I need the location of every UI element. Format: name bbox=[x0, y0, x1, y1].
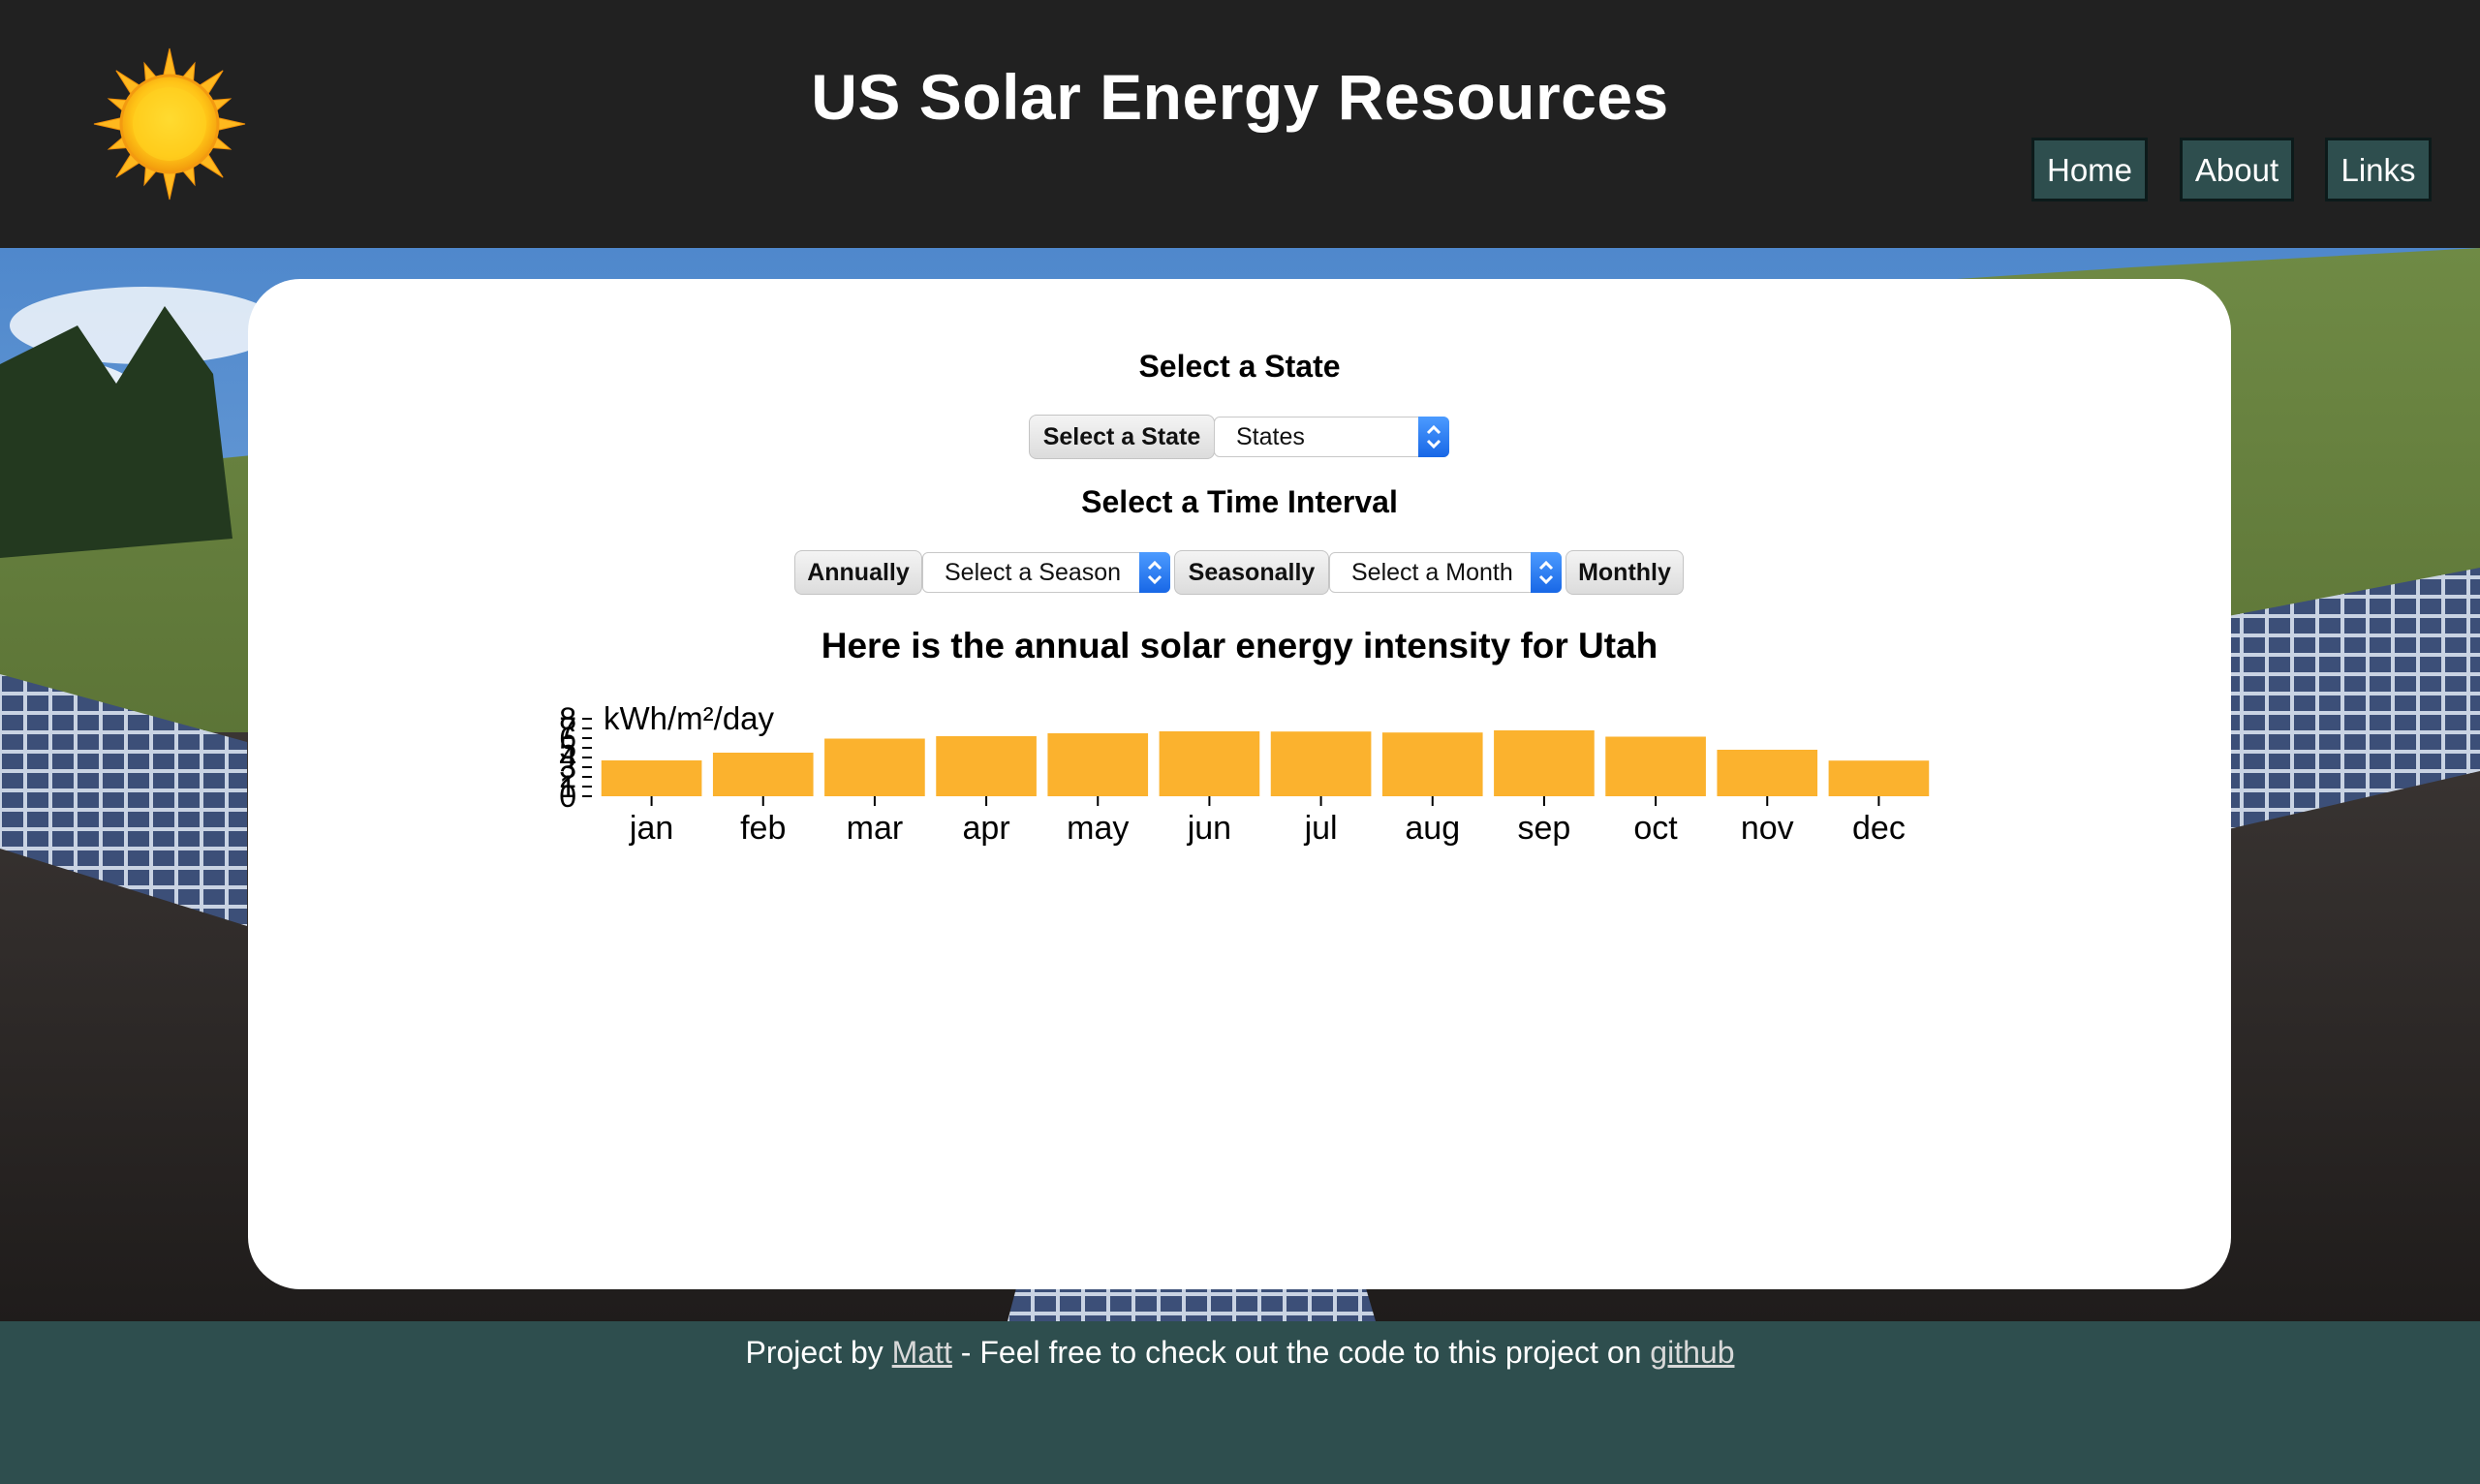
footer-prefix: Project by bbox=[746, 1335, 892, 1370]
select-state-button[interactable]: Select a State bbox=[1029, 415, 1215, 459]
chart-title: Here is the annual solar energy intensit… bbox=[248, 626, 2231, 666]
x-axis-tick-label: feb bbox=[740, 810, 786, 847]
bar-nov bbox=[1717, 750, 1817, 796]
seasonally-button[interactable]: Seasonally bbox=[1174, 550, 1329, 595]
bar-may bbox=[1047, 733, 1148, 796]
bar-apr bbox=[936, 736, 1037, 796]
nav-links-button[interactable]: Links bbox=[2325, 138, 2432, 201]
season-select-value: Select a Season bbox=[945, 559, 1121, 586]
x-axis-tick-label: aug bbox=[1405, 810, 1460, 847]
bar-jul bbox=[1271, 731, 1372, 796]
x-axis-tick-label: oct bbox=[1633, 810, 1678, 847]
bar-mar bbox=[824, 739, 925, 797]
nav-home-button[interactable]: Home bbox=[2031, 138, 2148, 201]
x-axis-tick-label: jan bbox=[629, 810, 673, 847]
bar-jun bbox=[1160, 731, 1260, 796]
bar-aug bbox=[1382, 732, 1483, 796]
annually-button[interactable]: Annually bbox=[794, 550, 922, 595]
state-select-value: States bbox=[1236, 423, 1305, 450]
x-axis-tick-label: jul bbox=[1304, 810, 1338, 847]
state-section-heading: Select a State bbox=[248, 349, 2231, 385]
x-axis-tick-label: apr bbox=[963, 810, 1010, 847]
author-link[interactable]: Matt bbox=[892, 1335, 952, 1370]
interval-section-heading: Select a Time Interval bbox=[248, 484, 2231, 520]
y-axis-tick-label: 8 bbox=[559, 701, 576, 736]
y-axis-label: kWh/m²/day bbox=[604, 700, 775, 736]
select-arrows-icon bbox=[1531, 552, 1562, 593]
x-axis-tick-label: nov bbox=[1741, 810, 1794, 847]
month-select[interactable]: Select a Month bbox=[1329, 552, 1562, 593]
x-axis-tick-label: dec bbox=[1852, 810, 1906, 847]
bar-oct bbox=[1605, 737, 1706, 797]
select-arrows-icon bbox=[1139, 552, 1170, 593]
state-select[interactable]: States bbox=[1214, 417, 1449, 457]
x-axis-tick-label: jun bbox=[1187, 810, 1231, 847]
x-axis-tick-label: may bbox=[1067, 810, 1129, 847]
page-title: US Solar Energy Resources bbox=[0, 60, 2480, 134]
monthly-button[interactable]: Monthly bbox=[1566, 550, 1684, 595]
bar-dec bbox=[1829, 760, 1930, 796]
x-axis-tick-label: sep bbox=[1518, 810, 1571, 847]
nav-about-button[interactable]: About bbox=[2180, 138, 2294, 201]
bar-sep bbox=[1494, 730, 1595, 796]
bar-feb bbox=[713, 753, 814, 796]
season-select[interactable]: Select a Season bbox=[922, 552, 1170, 593]
x-axis-tick-label: mar bbox=[847, 810, 904, 847]
select-arrows-icon bbox=[1418, 417, 1449, 457]
footer-middle: - Feel free to check out the code to thi… bbox=[952, 1335, 1650, 1370]
month-select-value: Select a Month bbox=[1351, 559, 1513, 586]
site-footer: Project by Matt - Feel free to check out… bbox=[0, 1321, 2480, 1484]
github-link[interactable]: github bbox=[1650, 1335, 1734, 1370]
site-header: US Solar Energy Resources Home About Lin… bbox=[0, 0, 2480, 248]
main-card: Select a State Select a State States Sel… bbox=[248, 279, 2231, 1289]
bar-jan bbox=[602, 760, 702, 796]
footer-text: Project by Matt - Feel free to check out… bbox=[0, 1335, 2480, 1371]
